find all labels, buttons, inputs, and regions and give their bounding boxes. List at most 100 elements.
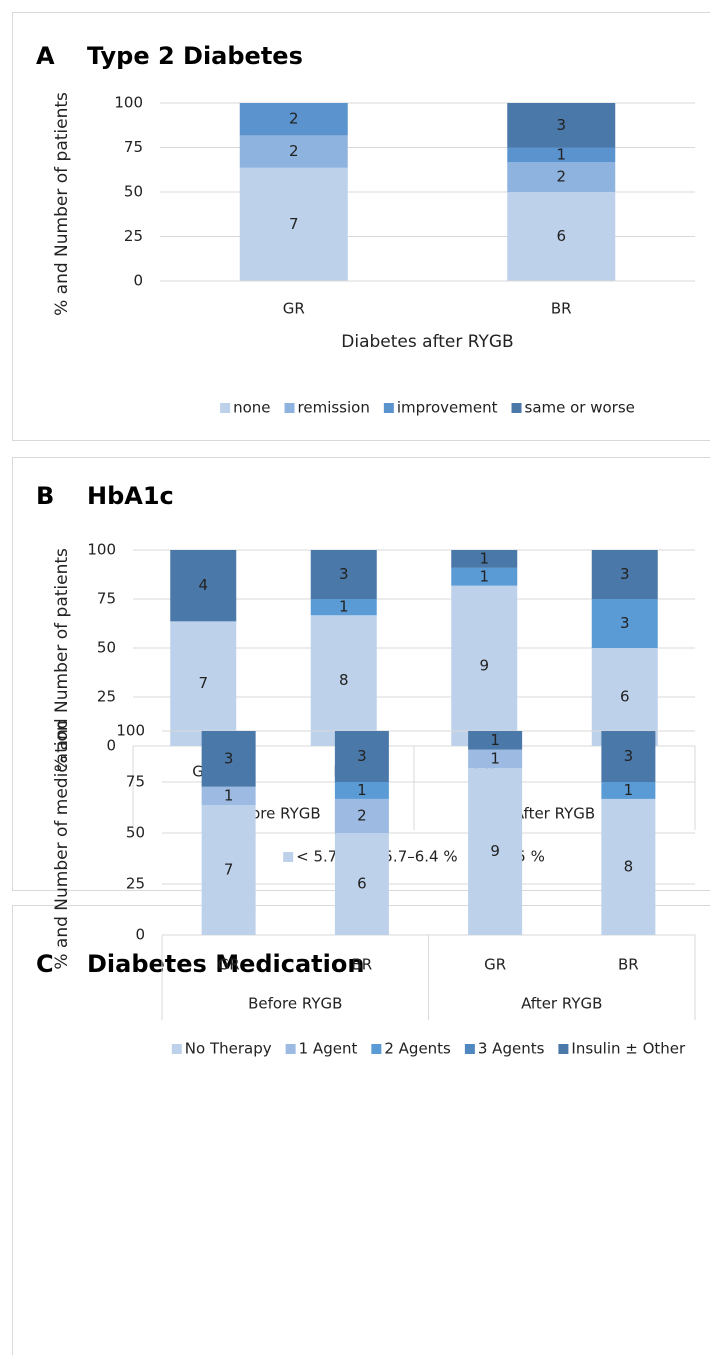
y-tick-label: 25: [126, 875, 145, 893]
legend-swatch: [283, 852, 294, 862]
data-label: 1: [479, 549, 489, 567]
group-label: After RYGB: [521, 995, 602, 1013]
y-tick-label: 0: [106, 737, 116, 755]
y-tick-label: 50: [124, 183, 143, 201]
data-label: 2: [556, 168, 566, 186]
data-label: 3: [620, 565, 630, 583]
y-axis-title: % and Number of medication: [52, 720, 72, 969]
legend-label: same or worse: [525, 399, 635, 417]
data-label: 6: [357, 875, 367, 893]
bar-segment: [170, 621, 237, 746]
data-label: 1: [490, 731, 500, 749]
x-tick-label: GR: [218, 956, 240, 974]
data-label: 6: [620, 688, 630, 706]
legend: No Therapy 1 Agent 2 Agents 3 Agents Insulin…: [171, 1040, 686, 1058]
y-tick-label: 75: [124, 138, 143, 156]
bar-segment: [468, 749, 523, 769]
legend-label: 1 Agent: [299, 1040, 358, 1058]
bar-segment: [310, 599, 377, 616]
x-tick-label: BR: [352, 956, 373, 974]
panel-border: [12, 12, 710, 441]
data-label: 9: [490, 842, 500, 860]
bar-segment: [468, 731, 523, 750]
chart-title: Type 2 Diabetes: [87, 42, 303, 70]
data-label: 1: [490, 749, 500, 767]
x-axis-title: Diabetes after RYGB: [341, 332, 513, 352]
data-label: 6: [556, 227, 566, 245]
y-tick-label: 100: [116, 722, 145, 740]
data-label: 7: [289, 215, 299, 233]
x-tick-label: GR: [283, 300, 305, 318]
data-label: 2: [357, 806, 367, 824]
group-label: Before RYGB: [248, 995, 342, 1013]
y-tick-label: 50: [126, 824, 145, 842]
legend-swatch: [383, 403, 394, 413]
legend-swatch: [171, 1044, 182, 1054]
legend-swatch: [464, 1044, 475, 1054]
bar-segment: [601, 731, 656, 782]
y-tick-label: 100: [114, 94, 143, 112]
y-tick-label: 75: [126, 773, 145, 791]
panel-letter: B: [36, 482, 54, 510]
legend-label: Insulin ± Other: [571, 1040, 686, 1058]
legend-swatch: [284, 403, 295, 413]
data-label: 7: [198, 674, 208, 692]
data-label: 9: [479, 656, 489, 674]
legend-swatch: [220, 403, 231, 413]
x-tick-label: BR: [618, 956, 639, 974]
bar-segment: [170, 550, 237, 622]
data-label: 8: [624, 857, 634, 875]
bar-segment: [601, 798, 656, 935]
data-label: 1: [624, 781, 634, 799]
data-label: 1: [556, 145, 566, 163]
data-label: 3: [620, 614, 630, 632]
data-label: 2: [289, 110, 299, 128]
group-label: After RYGB: [514, 805, 595, 823]
chart-title: HbA1c: [87, 482, 174, 510]
bar-segment: [239, 167, 348, 281]
legend-swatch: [285, 1044, 296, 1054]
bar-segment: [239, 135, 348, 168]
x-tick-label: GR: [484, 956, 506, 974]
legend-label: 2 Agents: [384, 1040, 451, 1058]
bar-segment: [507, 147, 616, 163]
data-label: 2: [289, 142, 299, 160]
data-label: 1: [479, 567, 489, 585]
legend-swatch: [511, 403, 522, 413]
y-tick-label: 75: [97, 590, 116, 608]
chart-title: Diabetes Medication: [87, 950, 364, 978]
panel-letter: A: [36, 42, 55, 70]
data-label: 3: [224, 749, 234, 767]
bar-segment: [591, 648, 658, 746]
bar-segment: [468, 768, 523, 935]
bar-segment: [601, 782, 656, 799]
legend-label: 3 Agents: [478, 1040, 545, 1058]
y-tick-label: 50: [97, 639, 116, 657]
y-axis-title: % and Number of patients: [52, 548, 72, 772]
y-tick-label: 0: [135, 926, 145, 944]
data-label: 8: [339, 671, 349, 689]
legend-label: none: [233, 399, 270, 417]
data-label: 7: [224, 861, 234, 879]
data-label: 1: [339, 598, 349, 616]
bar-segment: [310, 550, 377, 599]
bar-segment: [310, 615, 377, 746]
y-tick-label: 25: [97, 688, 116, 706]
bar-segment: [334, 731, 389, 782]
bar-segment: [334, 798, 389, 833]
bar-segment: [239, 103, 348, 136]
bar-segment: [334, 833, 389, 935]
bar-segment: [507, 103, 616, 148]
bar-segment: [451, 567, 518, 586]
bar-segment: [201, 786, 256, 806]
panel-letter: C: [36, 950, 54, 978]
bar-segment: [201, 805, 256, 935]
bar-segment: [507, 162, 616, 192]
legend-swatch: [558, 1044, 569, 1054]
bar-segment: [591, 550, 658, 599]
data-label: 1: [224, 786, 234, 804]
data-label: 3: [357, 747, 367, 765]
data-label: 3: [339, 565, 349, 583]
legend: none remission improvement same or worse: [220, 399, 635, 417]
legend-label: improvement: [397, 399, 498, 417]
